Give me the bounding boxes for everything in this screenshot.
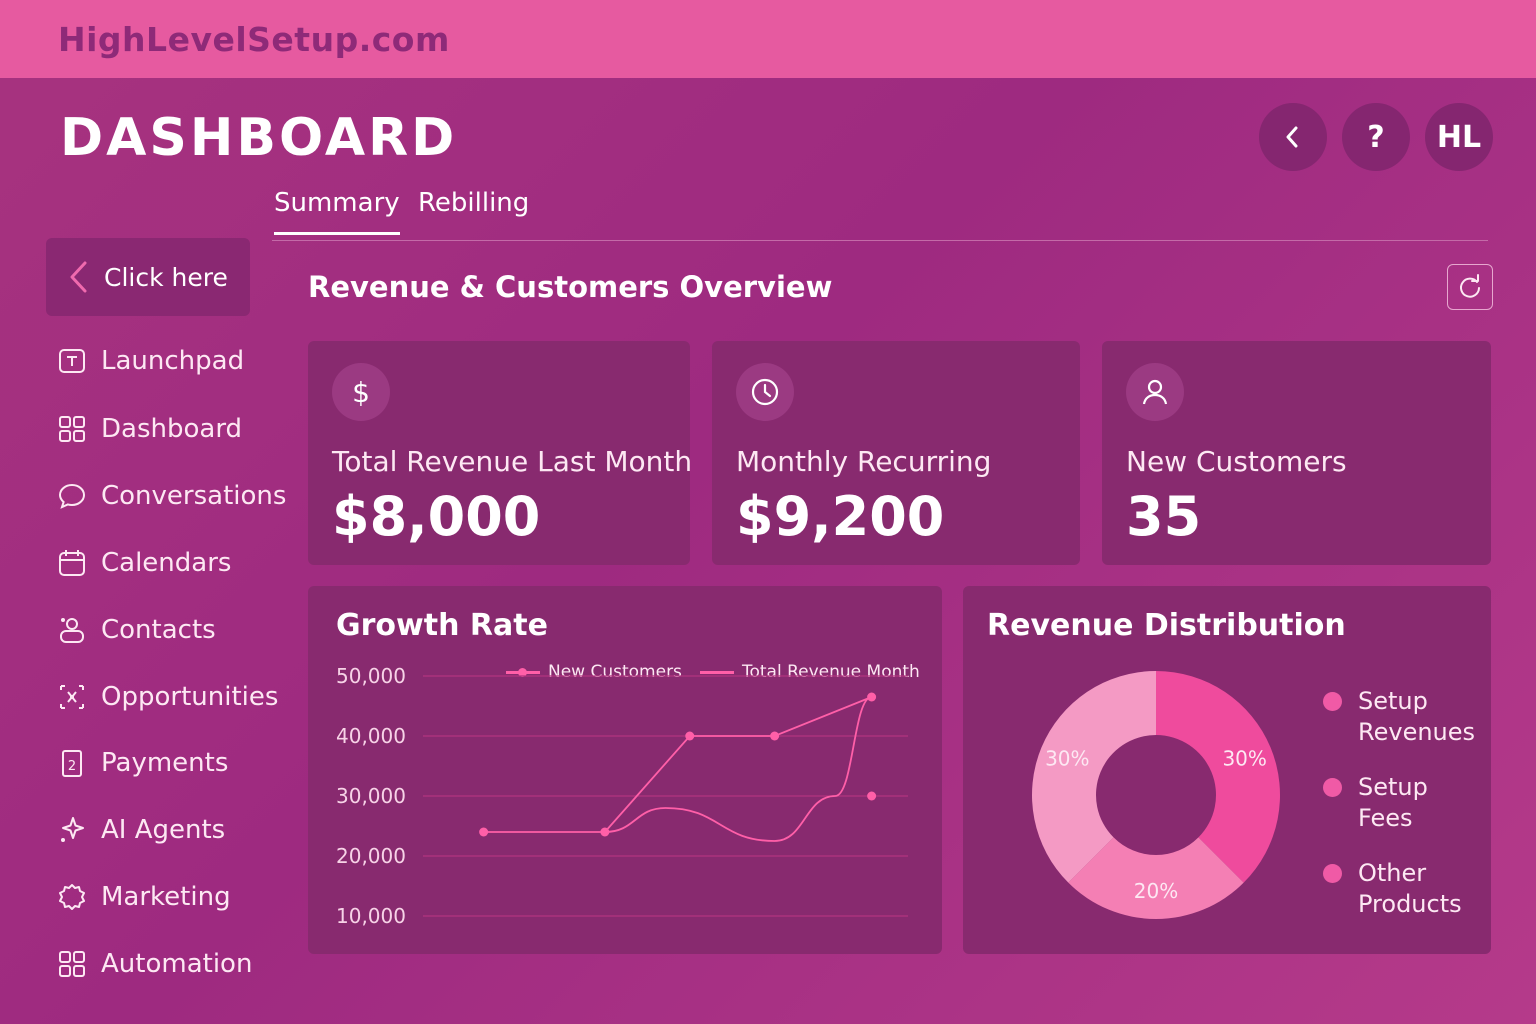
data-point: [867, 791, 877, 801]
sidebar-item-label: Contacts: [101, 615, 216, 645]
legend-new-customers: New Customers: [506, 662, 682, 682]
clock-icon: [736, 363, 794, 421]
sidebar-item-conversations[interactable]: Conversations: [56, 476, 286, 516]
chat-bubble-icon: [56, 480, 88, 512]
refresh-icon: [1460, 274, 1480, 298]
legend-swatch: [1323, 778, 1342, 797]
legend-swatch: [1323, 864, 1342, 883]
legend-label: Setup Revenues: [1358, 687, 1476, 746]
sidebar-item-calendars[interactable]: Calendars: [56, 543, 231, 583]
sidebar-item-label: Dashboard: [101, 414, 243, 444]
data-point: [770, 731, 780, 741]
back-button[interactable]: [1259, 103, 1327, 171]
stat-value: $9,200: [736, 485, 945, 548]
stat-label: Total Revenue Last Month: [332, 445, 693, 478]
sidebar-item-label: Payments: [101, 748, 229, 778]
legend-label: Other Products: [1358, 859, 1462, 918]
sidebar-item-automation[interactable]: Automation: [56, 944, 252, 984]
tab-rebilling[interactable]: Rebilling: [418, 188, 530, 218]
sidebar-item-label: Calendars: [101, 548, 232, 578]
sidebar-item-label: Opportunities: [101, 682, 279, 712]
legend-label: Total Revenue Month: [742, 662, 920, 682]
chevron-left-icon: [70, 261, 87, 293]
sidebar-item-label: Marketing: [101, 882, 231, 912]
sidebar-item-label: Conversations: [101, 481, 287, 511]
calendar-icon: [56, 547, 88, 579]
section-title: Revenue & Customers Overview: [308, 270, 833, 304]
dollar-icon: $: [332, 363, 390, 421]
grid-icon: [56, 948, 88, 980]
tab-summary[interactable]: Summary: [274, 188, 400, 235]
stat-label: New Customers: [1126, 445, 1347, 478]
panel-title: Revenue Distribution: [987, 608, 1346, 643]
chevron-left-icon: [1286, 126, 1298, 148]
stat-card-total-revenue: $ Total Revenue Last Month $8,000: [308, 341, 693, 565]
stat-label: Monthly Recurring: [736, 445, 992, 478]
revenue-distribution-panel: Revenue Distribution 30% 20% 30% Setup Rev…: [963, 586, 1491, 954]
legend-label: New Customers: [548, 662, 682, 682]
growth-line-chart: 50,000 40,000 30,000 20,000 10,000: [336, 664, 908, 928]
sidebar-item-payments[interactable]: 2 Payments: [56, 743, 228, 783]
legend-total-revenue: Total Revenue Month: [700, 662, 920, 682]
data-point: [685, 731, 695, 741]
donut-slice: [1068, 837, 1244, 919]
slice-label: 20%: [1134, 879, 1178, 903]
svg-text:$: $: [352, 376, 370, 408]
y-tick-label: 10,000: [336, 904, 406, 928]
sparkle-icon: [56, 814, 88, 846]
revenue-donut-chart: 30% 20% 30%: [1032, 671, 1280, 919]
brand-logo: HighLevelSetup.com: [58, 20, 450, 59]
legend-swatch: [700, 670, 734, 674]
user-icon: [1126, 363, 1184, 421]
avatar[interactable]: HL: [1425, 103, 1493, 171]
data-point: [479, 827, 489, 837]
growth-rate-panel: Growth Rate New Customers Total Revenue …: [308, 586, 942, 954]
refresh-button[interactable]: [1447, 264, 1493, 310]
legend-other-products: Other Products: [1323, 858, 1488, 920]
donut-slice: [1032, 671, 1156, 883]
stat-card-new-customers: New Customers 35: [1102, 341, 1491, 565]
click-here-label: Click here: [104, 262, 228, 292]
legend-swatch: [506, 667, 540, 677]
series-line-new-customers: [483, 696, 872, 833]
page-title: DASHBOARD: [60, 108, 458, 168]
slice-label: 30%: [1222, 746, 1266, 770]
top-banner: HighLevelSetup.com: [0, 0, 1536, 78]
sidebar-item-label: AI Agents: [101, 815, 226, 845]
sidebar-item-opportunities[interactable]: Opportunities: [56, 677, 278, 717]
badge-icon: [56, 881, 88, 913]
svg-text:2: 2: [68, 759, 76, 774]
tab-bar: Summary Rebilling: [272, 188, 1488, 241]
help-button[interactable]: ?: [1342, 103, 1410, 171]
legend-setup-revenues: Setup Revenues: [1323, 686, 1488, 748]
opportunities-icon: [56, 681, 88, 713]
donut-slice: [1156, 671, 1280, 883]
y-tick-label: 40,000: [336, 724, 406, 748]
sidebar-item-label: Automation: [101, 949, 253, 979]
legend-label: Setup Fees: [1358, 773, 1428, 832]
grid-icon: [56, 413, 88, 445]
legend-setup-fees: Setup Fees: [1323, 772, 1488, 834]
y-tick-label: 50,000: [336, 664, 406, 688]
y-tick-label: 20,000: [336, 844, 406, 868]
legend-swatch: [1323, 692, 1342, 711]
slice-label: 30%: [1045, 746, 1089, 770]
stat-value: 35: [1126, 485, 1202, 548]
y-tick-label: 30,000: [336, 784, 406, 808]
sidebar-item-dashboard[interactable]: Dashboard: [56, 409, 242, 449]
series-line-total-revenue: [604, 696, 872, 842]
click-here-button[interactable]: Click here: [46, 238, 250, 316]
contacts-icon: [56, 614, 88, 646]
panel-title: Growth Rate: [336, 608, 548, 643]
stat-card-monthly-recurring: Monthly Recurring $9,200: [712, 341, 1080, 565]
launchpad-icon: [56, 345, 88, 377]
sidebar-item-ai-agents[interactable]: AI Agents: [56, 810, 225, 850]
sidebar-item-marketing[interactable]: Marketing: [56, 877, 231, 917]
payments-icon: 2: [56, 747, 88, 779]
sidebar-item-contacts[interactable]: Contacts: [56, 610, 216, 650]
sidebar-item-label: Launchpad: [101, 346, 245, 376]
sidebar-item-launchpad[interactable]: Launchpad: [56, 341, 244, 381]
stat-value: $8,000: [332, 485, 541, 548]
